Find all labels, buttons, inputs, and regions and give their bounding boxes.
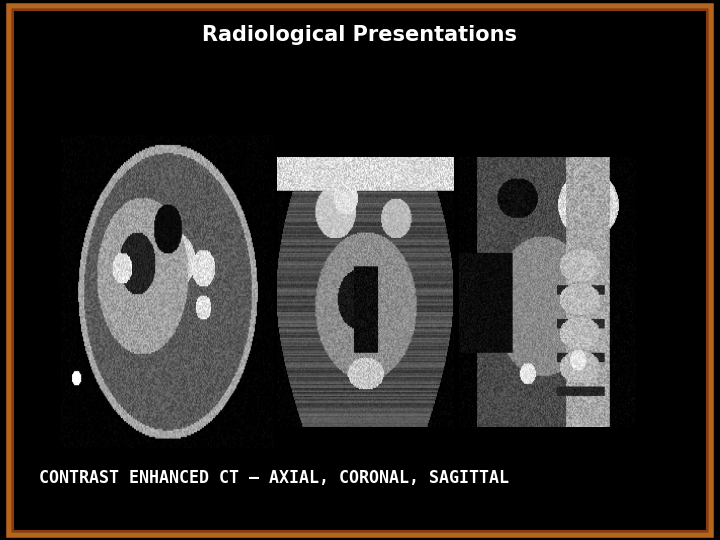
Text: CONTRAST ENHANCED CT – AXIAL, CORONAL, SAGITTAL: CONTRAST ENHANCED CT – AXIAL, CORONAL, S… [39,469,508,487]
Text: Radiological Presentations: Radiological Presentations [202,25,518,45]
